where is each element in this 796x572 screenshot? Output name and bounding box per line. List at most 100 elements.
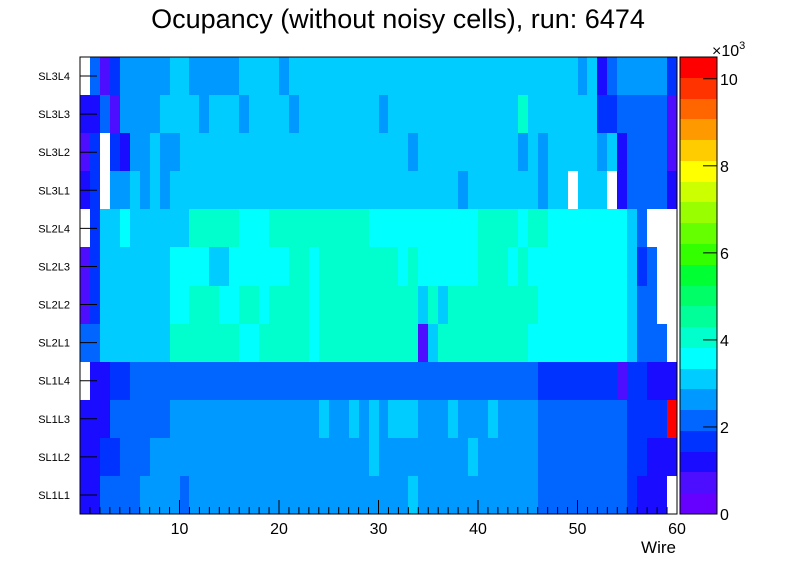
heatmap-cell: [160, 400, 170, 438]
heatmap-cell: [189, 133, 199, 171]
heatmap-cell: [229, 209, 239, 247]
heatmap-cell: [279, 209, 289, 247]
heatmap-cell: [279, 476, 289, 514]
heatmap-cell: [468, 362, 478, 400]
heatmap-cell: [239, 362, 249, 400]
heatmap-cell: [578, 247, 587, 286]
heatmap-cell: [339, 400, 349, 438]
heatmap-cell: [498, 400, 508, 438]
heatmap-cell: [229, 57, 239, 95]
heatmap-cell: [140, 95, 150, 133]
chart-title: Ocupancy (without noisy cells), run: 647…: [151, 4, 645, 34]
heatmap-cell: [289, 95, 299, 133]
y-tick-label: SL3L1: [38, 185, 70, 197]
heatmap-cell: [597, 324, 607, 362]
heatmap-cell: [408, 400, 418, 438]
color-scale-swatch: [680, 244, 717, 265]
heatmap-cell: [518, 476, 528, 514]
heatmap-cell: [548, 247, 558, 286]
heatmap-cell: [309, 57, 319, 95]
heatmap-cell: [558, 362, 568, 400]
heatmap-cell: [359, 247, 369, 286]
color-scale: 0 2 4 6 8 10: [679, 56, 738, 524]
heatmap-cell: [319, 209, 329, 247]
heatmap-cell: [637, 286, 647, 324]
heatmap-cell: [627, 95, 637, 133]
heatmap-cell: [627, 171, 637, 209]
heatmap-cell: [299, 133, 309, 171]
heatmap-cell: [488, 95, 498, 133]
heatmap-cell: [458, 400, 468, 438]
heatmap-cell: [189, 324, 199, 362]
color-scale-swatch: [680, 57, 717, 78]
heatmap-cell: [408, 171, 418, 209]
heatmap-cell: [239, 438, 249, 476]
x-tick-label: 50: [569, 521, 587, 538]
heatmap-cell: [349, 133, 359, 171]
heatmap-cell: [458, 171, 468, 209]
x-axis: 10 20 30 40 50 60: [89, 500, 686, 538]
heatmap-cell: [100, 209, 110, 247]
heatmap-cell: [249, 324, 259, 362]
heatmap-cell: [379, 57, 388, 95]
heatmap-cell: [488, 362, 498, 400]
heatmap-cell: [518, 286, 528, 324]
heatmap-cell: [269, 209, 279, 247]
heatmap-cell: [289, 209, 299, 247]
heatmap-cell: [120, 209, 130, 247]
heatmap-cell: [538, 286, 548, 324]
color-scale-swatch: [680, 286, 717, 306]
heatmap-cell: [498, 324, 508, 362]
heatmap-cell: [349, 476, 359, 514]
heatmap-cell: [448, 95, 458, 133]
heatmap-cell: [339, 247, 349, 286]
heatmap-cell: [239, 133, 249, 171]
heatmap-cell: [388, 362, 398, 400]
heatmap-cell: [319, 438, 329, 476]
heatmap-cell: [199, 438, 209, 476]
heatmap-cell: [189, 171, 199, 209]
heatmap-cell: [289, 286, 299, 324]
heatmap-cell: [299, 438, 309, 476]
heatmap-cell: [170, 95, 180, 133]
heatmap-cell: [309, 362, 319, 400]
heatmap-cell: [657, 171, 667, 209]
heatmap-cell: [518, 133, 528, 171]
heatmap-cell: [140, 362, 150, 400]
heatmap-cell: [568, 247, 578, 286]
heatmap-cell: [120, 362, 130, 400]
heatmap-cell: [369, 133, 379, 171]
heatmap-cell: [339, 476, 349, 514]
heatmap-cell: [617, 476, 627, 514]
heatmap-cell: [458, 57, 468, 95]
heatmap-cell: [578, 476, 587, 514]
heatmap-cell: [349, 57, 359, 95]
heatmap-cell: [408, 57, 418, 95]
heatmap-cell: [568, 57, 578, 95]
heatmap-cell: [597, 57, 607, 95]
heatmap-cell: [279, 324, 289, 362]
heatmap-cell: [349, 247, 359, 286]
heatmap-cell: [538, 476, 548, 514]
heatmap-cell: [597, 209, 607, 247]
heatmap-cell: [339, 95, 349, 133]
heatmap-cell: [528, 171, 538, 209]
heatmap-cell: [428, 286, 438, 324]
heatmap-cell: [289, 476, 299, 514]
color-scale-swatch: [680, 99, 717, 119]
heatmap-cell: [359, 57, 369, 95]
color-scale-swatch: [680, 369, 717, 389]
heatmap-cell: [170, 57, 180, 95]
heatmap-cell: [587, 476, 597, 514]
heatmap-cell: [538, 362, 548, 400]
heatmap-cell: [578, 400, 587, 438]
heatmap-cell: [578, 171, 587, 209]
color-scale-swatch: [680, 182, 717, 202]
heatmap-cell: [538, 324, 548, 362]
heatmap-cell: [319, 362, 329, 400]
color-scale-swatch: [680, 431, 717, 452]
heatmap-cell: [150, 438, 160, 476]
heatmap-cell: [319, 57, 329, 95]
heatmap-cell: [289, 133, 299, 171]
